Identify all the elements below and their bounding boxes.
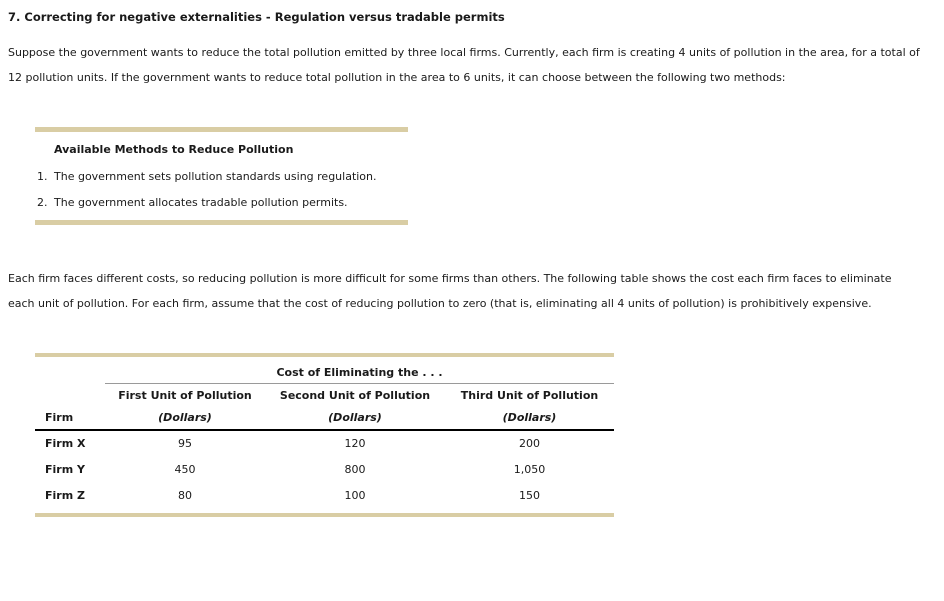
firm-column-label: Firm [35,403,105,431]
cost-value: 120 [344,437,366,450]
cost-value: 100 [344,489,366,502]
cost-value: 80 [178,489,192,502]
column-header-first-unit: First Unit of Pollution [118,389,252,402]
method-item-text: The government allocates tradable pollut… [54,196,348,209]
table-row-firm-x: Firm X 95 120 200 [35,430,614,457]
empty-cell [35,384,105,404]
unit-label: (Dollars) [105,403,265,431]
method-item-permits: 2. The government allocates tradable pol… [37,196,408,210]
cost-value: 200 [519,437,540,450]
cost-value: 450 [174,463,196,476]
firm-name: Firm X [45,437,86,450]
costs-paragraph: Each firm faces different costs, so redu… [8,272,892,310]
column-header-third-unit: Third Unit of Pollution [460,389,599,402]
table-group-header: Cost of Eliminating the . . . [105,357,614,384]
cost-table-grid: Cost of Eliminating the . . . First Unit… [35,357,614,509]
table-row-firm-z: Firm Z 80 100 150 [35,483,614,509]
group-header-row: Cost of Eliminating the . . . [35,357,614,384]
intro-paragraph: Suppose the government wants to reduce t… [8,46,920,84]
unit-label: (Dollars) [265,403,445,431]
column-header-second-unit: Second Unit of Pollution [279,389,431,402]
page-title: 7. Correcting for negative externalities… [8,10,505,24]
methods-box-heading: Available Methods to Reduce Pollution [54,143,294,156]
unit-label: (Dollars) [445,403,614,431]
cost-value: 150 [519,489,540,502]
cost-value: 1,050 [513,463,546,476]
cost-value: 800 [344,463,366,476]
method-item-regulation: 1. The government sets pollution standar… [37,170,408,184]
column-title-row: First Unit of Pollution Second Unit of P… [35,384,614,404]
firm-name: Firm Y [45,463,85,476]
method-item-number: 1. [37,170,48,183]
cost-value: 95 [178,437,192,450]
unit-row: Firm (Dollars) (Dollars) (Dollars) [35,403,614,431]
empty-cell [35,357,105,384]
method-item-number: 2. [37,196,48,209]
firm-name: Firm Z [45,489,85,502]
method-item-text: The government sets pollution standards … [54,170,377,183]
table-row-firm-y: Firm Y 450 800 1,050 [35,457,614,483]
cost-table: Cost of Eliminating the . . . First Unit… [35,353,614,517]
methods-box: Available Methods to Reduce Pollution 1.… [35,127,408,225]
